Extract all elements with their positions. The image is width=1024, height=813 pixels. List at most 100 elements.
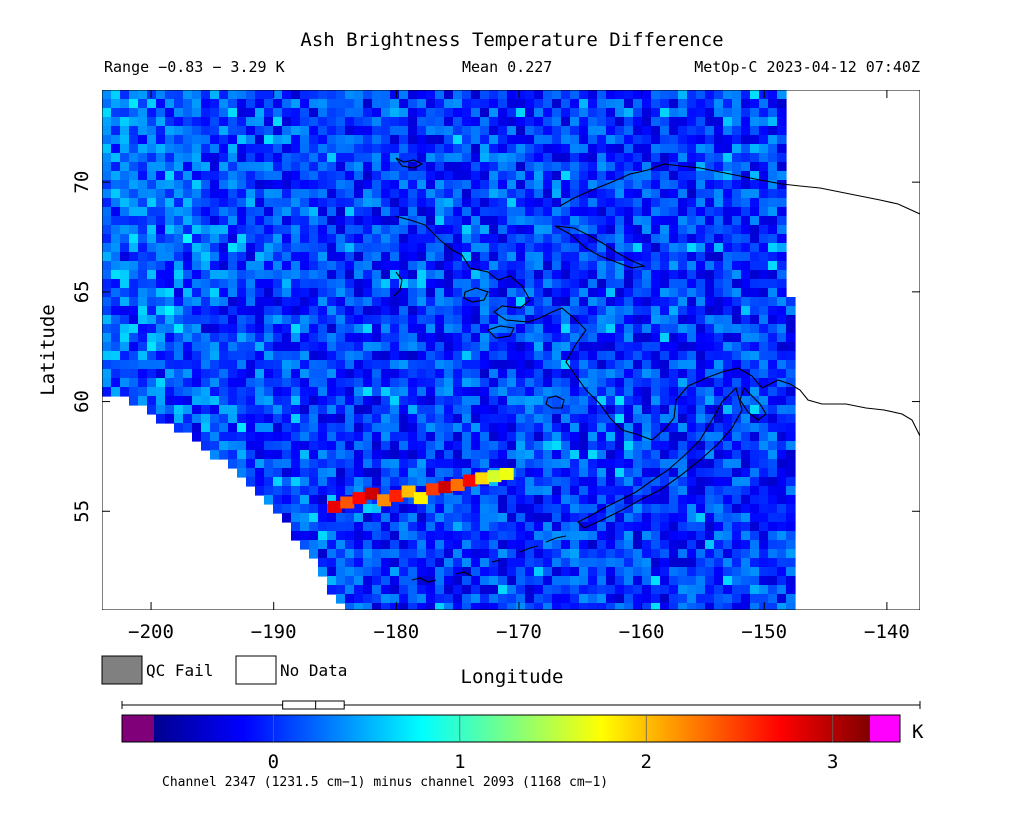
swath-pixel <box>597 486 607 496</box>
swath-pixel <box>714 414 724 424</box>
swath-pixel <box>669 513 679 523</box>
swath-pixel <box>255 243 265 253</box>
swath-pixel <box>471 342 481 352</box>
swath-pixel <box>732 234 742 244</box>
swath-pixel <box>426 243 436 253</box>
swath-pixel <box>390 189 400 199</box>
swath-pixel <box>696 594 706 604</box>
swath-pixel <box>570 387 580 397</box>
swath-pixel <box>687 333 697 343</box>
swath-pixel <box>480 549 490 559</box>
swath-pixel <box>111 261 121 271</box>
swath-pixel <box>597 225 607 235</box>
swath-pixel <box>174 144 184 154</box>
swath-pixel <box>354 153 364 163</box>
swath-pixel <box>345 414 355 424</box>
swath-pixel <box>660 135 670 145</box>
swath-pixel <box>300 531 310 541</box>
swath-pixel <box>345 603 355 610</box>
swath-pixel <box>354 288 364 298</box>
swath-pixel <box>246 225 256 235</box>
swath-pixel <box>291 495 301 505</box>
swath-pixel <box>786 351 796 361</box>
swath-pixel <box>381 405 391 415</box>
swath-pixel <box>741 567 751 577</box>
swath-pixel <box>444 351 454 361</box>
swath-pixel <box>615 306 625 316</box>
swath-pixel <box>741 306 751 316</box>
swath-pixel <box>480 342 490 352</box>
swath-pixel <box>246 162 256 172</box>
swath-pixel <box>327 513 337 523</box>
swath-pixel <box>507 486 517 496</box>
swath-pixel <box>264 243 274 253</box>
swath-pixel <box>309 513 319 523</box>
swath-pixel <box>228 450 238 460</box>
swath-pixel <box>480 279 490 289</box>
swath-pixel <box>642 324 652 334</box>
swath-pixel <box>120 216 130 226</box>
swath-pixel <box>453 396 463 406</box>
swath-pixel <box>768 405 778 415</box>
swath-pixel <box>732 558 742 568</box>
swath-pixel <box>750 594 760 604</box>
swath-pixel <box>318 189 328 199</box>
swath-pixel <box>156 180 166 190</box>
swath-pixel <box>120 117 130 127</box>
swath-pixel <box>624 387 634 397</box>
swath-pixel <box>552 387 562 397</box>
swath-pixel <box>561 558 571 568</box>
swath-pixel <box>273 126 283 136</box>
swath-pixel <box>417 126 427 136</box>
swath-pixel <box>741 261 751 271</box>
swath-pixel <box>156 135 166 145</box>
swath-pixel <box>246 198 256 208</box>
swath-pixel <box>255 261 265 271</box>
swath-pixel <box>471 414 481 424</box>
swath-pixel <box>516 279 526 289</box>
swath-pixel <box>165 234 175 244</box>
swath-pixel <box>714 351 724 361</box>
swath-pixel <box>633 531 643 541</box>
swath-pixel <box>525 306 535 316</box>
swath-pixel <box>399 450 409 460</box>
swath-pixel <box>345 387 355 397</box>
swath-pixel <box>201 351 211 361</box>
swath-pixel <box>624 360 634 370</box>
swath-pixel <box>327 342 337 352</box>
swath-pixel <box>372 225 382 235</box>
swath-pixel <box>687 189 697 199</box>
swath-pixel <box>264 117 274 127</box>
swath-pixel <box>660 522 670 532</box>
swath-pixel <box>624 252 634 262</box>
swath-pixel <box>759 135 769 145</box>
swath-pixel <box>624 333 634 343</box>
swath-pixel <box>705 198 715 208</box>
swath-pixel <box>642 486 652 496</box>
swath-pixel <box>750 171 760 181</box>
swath-pixel <box>246 153 256 163</box>
swath-pixel <box>462 234 472 244</box>
swath-pixel <box>174 333 184 343</box>
swath-pixel <box>426 468 436 478</box>
swath-pixel <box>165 261 175 271</box>
swath-pixel <box>624 378 634 388</box>
swath-pixel <box>786 306 796 316</box>
swath-pixel <box>768 108 778 118</box>
swath-pixel <box>201 144 211 154</box>
swath-pixel <box>246 126 256 136</box>
swath-pixel <box>705 99 715 109</box>
swath-pixel <box>408 324 418 334</box>
swath-pixel <box>615 360 625 370</box>
range-slider[interactable] <box>121 700 921 710</box>
swath-pixel <box>615 477 625 487</box>
swath-pixel <box>228 342 238 352</box>
swath-pixel <box>687 585 697 595</box>
swath-pixel <box>606 297 616 307</box>
swath-pixel <box>327 117 337 127</box>
swath-pixel <box>300 243 310 253</box>
swath-pixel <box>237 360 247 370</box>
swath-pixel <box>273 288 283 298</box>
slider-handle[interactable] <box>282 700 345 710</box>
swath-pixel <box>129 234 139 244</box>
